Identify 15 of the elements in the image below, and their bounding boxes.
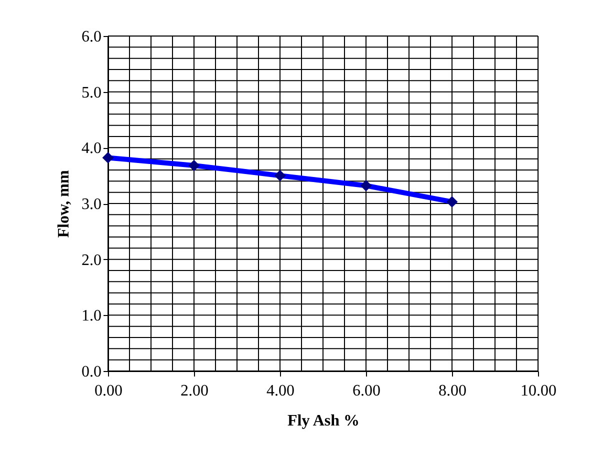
- y-tick-label: 2.0: [82, 252, 102, 269]
- y-tick-label: 0.0: [82, 364, 102, 380]
- x-tick-label: 0.00: [94, 382, 122, 400]
- x-tick-label: 2.00: [180, 382, 208, 400]
- y-tick-label: 6.0: [82, 28, 102, 46]
- x-axis-title: Fly Ash %: [287, 412, 360, 430]
- y-tick-label: 5.0: [82, 84, 102, 102]
- y-tick-label: 4.0: [82, 140, 102, 158]
- y-axis-title: Flow, mm: [56, 170, 72, 238]
- x-tick-label: 4.00: [266, 382, 294, 400]
- y-tick-label: 1.0: [82, 308, 102, 325]
- x-tick-label: 6.00: [352, 382, 380, 400]
- y-tick-label: 3.0: [82, 196, 102, 213]
- x-tick-label: 10.00: [520, 382, 556, 400]
- x-tick-label: 8.00: [438, 382, 466, 400]
